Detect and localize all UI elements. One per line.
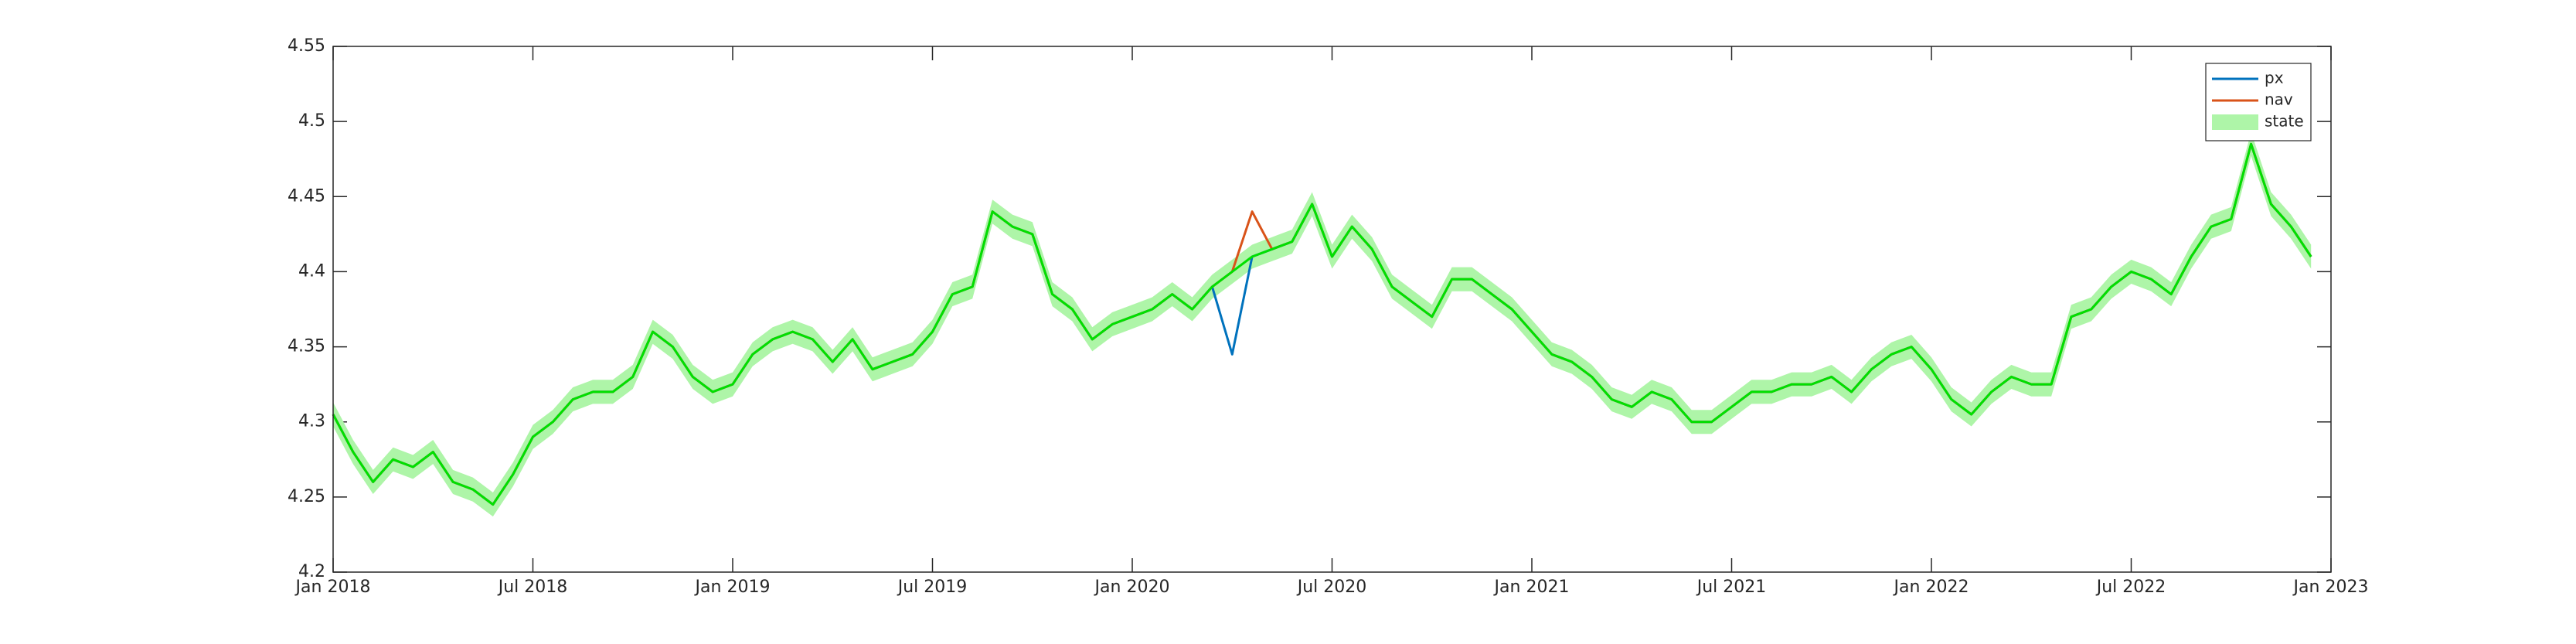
y-tick-label: 4.55: [288, 36, 325, 56]
series-line: [332, 142, 2312, 506]
x-tick-label: Jan 2019: [694, 578, 771, 597]
x-tick-label: Jan 2020: [1094, 578, 1170, 597]
legend: px nav state: [2205, 63, 2312, 141]
legend-label: state: [2265, 112, 2304, 131]
y-tick-label: 4.35: [288, 337, 325, 356]
x-tick-label: Jul 2019: [897, 578, 968, 597]
series-line: [332, 142, 2312, 506]
x-tick-label: Jul 2022: [2095, 578, 2166, 597]
x-tick-label: Jan 2021: [1493, 578, 1570, 597]
series-line: [332, 142, 2312, 506]
x-tick-label: Jul 2018: [497, 578, 568, 597]
band-area: [333, 131, 2312, 517]
x-tick-label: Jul 2020: [1296, 578, 1367, 597]
y-tick-label: 4.2: [298, 562, 325, 581]
y-tick-label: 4.25: [288, 487, 325, 506]
x-tick-label: Jan 2022: [1893, 578, 1969, 597]
y-tick-label: 4.45: [288, 186, 325, 206]
legend-label: nav: [2265, 90, 2293, 109]
y-tick-label: 4.5: [298, 111, 325, 131]
plot-area: [332, 131, 2312, 517]
legend-label: px: [2265, 69, 2284, 87]
axes-box: [332, 46, 2332, 573]
x-tick-label: Jan 2023: [2292, 578, 2369, 597]
x-tick-label: Jan 2018: [294, 578, 371, 597]
x-tick-label: Jul 2021: [1696, 578, 1767, 597]
legend-swatch: [2212, 114, 2258, 130]
y-tick-label: 4.4: [298, 261, 325, 281]
y-tick-label: 4.3: [298, 412, 325, 431]
